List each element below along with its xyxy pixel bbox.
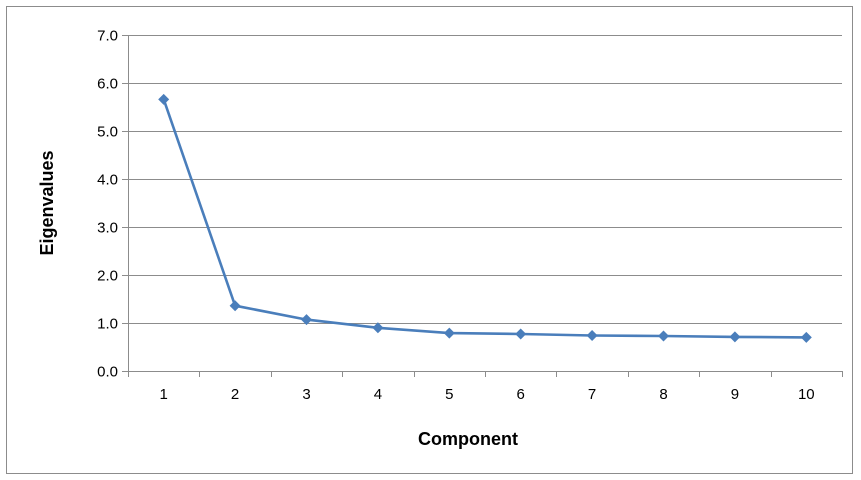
- data-point-marker: [301, 314, 312, 326]
- x-tick-label: 3: [302, 386, 310, 403]
- series: [158, 93, 812, 343]
- y-tick-label: 6.0: [97, 76, 118, 93]
- data-point-marker: [586, 329, 598, 341]
- x-tick-label: 10: [798, 386, 815, 403]
- x-tick-label: 1: [160, 386, 168, 403]
- x-tick-label: 9: [731, 386, 739, 403]
- y-tick-label: 4.0: [97, 172, 118, 189]
- data-point-marker: [158, 93, 170, 105]
- y-tick-label: 1.0: [97, 316, 118, 333]
- data-point-marker: [800, 331, 812, 343]
- x-tick-label: 6: [517, 386, 525, 403]
- data-point-marker: [729, 331, 741, 343]
- tick-labels: 0.0 1.0 2.0 3.0 4.0 5.0 6.0 7.0 1 2 3 4 5 6 7 8 9 10: [97, 28, 815, 404]
- y-tick-label: 0.0: [97, 364, 118, 381]
- gridlines: [128, 35, 842, 324]
- data-point-marker: [229, 300, 241, 312]
- x-tick-label: 5: [445, 386, 453, 403]
- y-tick-label: 2.0: [97, 268, 118, 285]
- y-axis-title: Eigenvalues: [37, 150, 57, 255]
- y-tick-label: 7.0: [97, 28, 118, 45]
- x-tick-label: 4: [374, 386, 382, 403]
- y-tick-label: 3.0: [97, 220, 118, 237]
- x-axis-title: Component: [418, 429, 518, 449]
- data-point-marker: [515, 328, 527, 340]
- data-point-marker: [443, 327, 455, 339]
- axes: [122, 35, 843, 377]
- x-tick-label: 2: [231, 386, 239, 403]
- data-point-marker: [658, 330, 669, 342]
- series-line: [162, 98, 808, 339]
- chart-frame: [6, 6, 853, 474]
- x-tick-label: 7: [588, 386, 596, 403]
- y-tick-label: 5.0: [97, 124, 118, 141]
- x-tick-label: 8: [659, 386, 667, 403]
- data-point-marker: [372, 322, 384, 334]
